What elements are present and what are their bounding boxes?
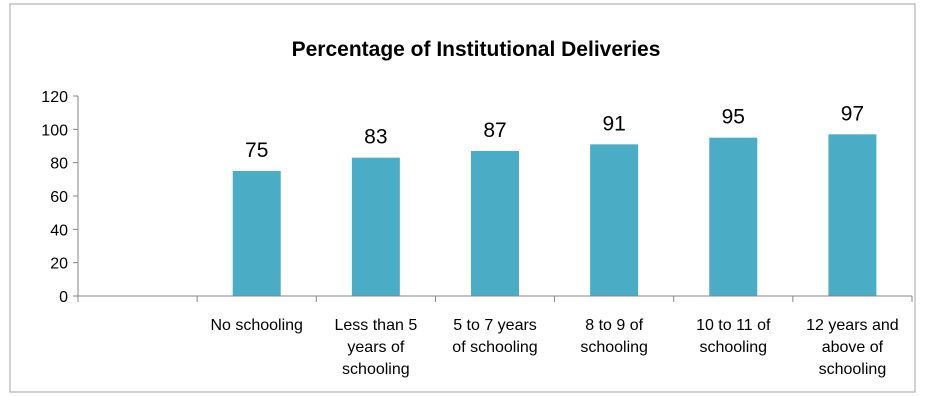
bar: [232, 171, 281, 296]
data-label: 83: [364, 126, 387, 149]
bars: [232, 134, 877, 296]
x-tick-label: No schooling: [210, 317, 303, 334]
y-tick-label: 100: [41, 122, 68, 139]
x-tick-label: 5 to 7 years of schooling: [452, 317, 537, 356]
bar: [709, 137, 758, 296]
bar: [351, 157, 400, 296]
y-axis: 0 20 40 60 80 100 120: [41, 89, 79, 306]
data-label: 91: [602, 112, 625, 135]
bar: [590, 144, 639, 296]
data-label: 75: [245, 139, 268, 162]
x-tick-label: 8 to 9 of schooling: [580, 317, 648, 356]
data-label: 97: [841, 102, 864, 125]
y-tick-label: 60: [50, 189, 68, 206]
x-tick-label: 12 years and above of schooling: [806, 317, 899, 378]
x-tick-label: Less than 5 years of schooling: [334, 317, 417, 378]
y-tick-label: 80: [50, 156, 68, 173]
x-tick-label: 10 to 11 of schooling: [696, 317, 771, 356]
y-tick-label: 20: [50, 256, 68, 273]
data-label: 95: [722, 106, 745, 129]
data-label: 87: [483, 119, 506, 142]
bar: [471, 151, 519, 296]
y-tick-label: 0: [59, 289, 68, 306]
x-axis: No schooling Less than 5 years of schooling…: [77, 295, 913, 378]
chart-title: Percentage of Institutional Deliveries: [292, 38, 661, 61]
y-tick-label: 120: [41, 89, 68, 106]
y-tick-label: 40: [50, 222, 68, 239]
bar: [828, 134, 877, 296]
chart-frame: [9, 3, 916, 393]
data-labels: 75 83 87 91 95 97: [245, 102, 864, 162]
